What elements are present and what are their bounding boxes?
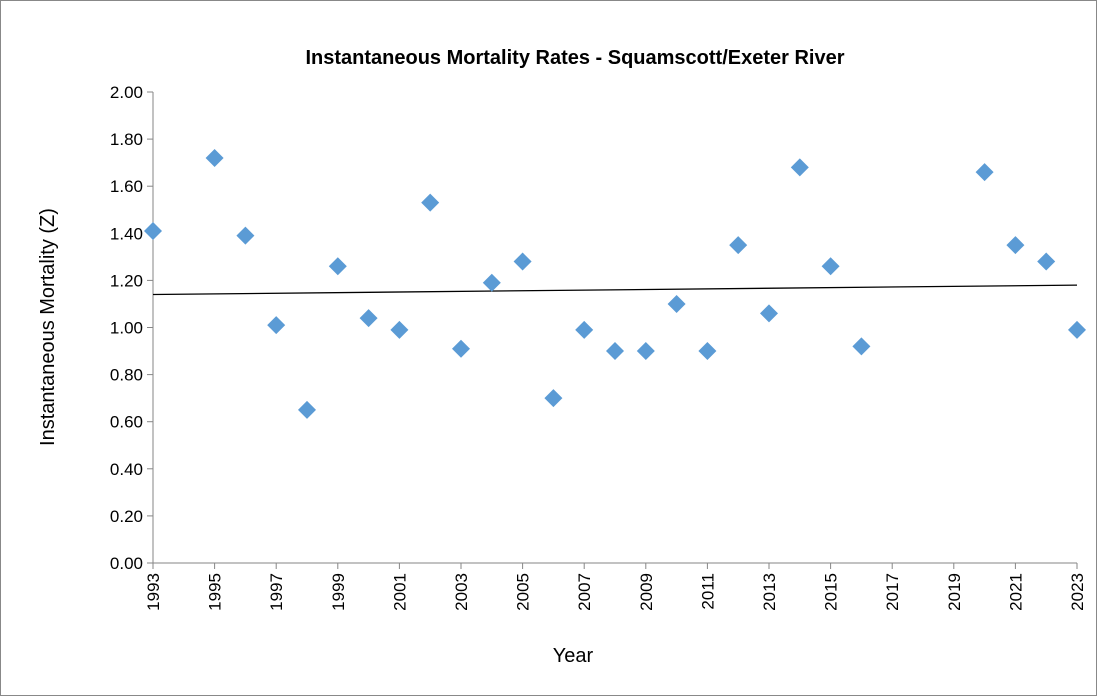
marker: [1006, 236, 1025, 255]
x-tick-label: 2011: [698, 573, 717, 610]
x-tick-label: 1995: [206, 573, 225, 611]
y-tick-label: 1.40: [110, 224, 143, 243]
y-tick-label: 2.00: [110, 83, 143, 102]
x-tick-label: 2003: [452, 573, 471, 611]
marker: [452, 339, 470, 358]
marker: [790, 158, 809, 177]
marker: [636, 342, 655, 361]
marker: [236, 226, 255, 245]
marker: [482, 273, 501, 292]
y-tick-label: 0.40: [110, 460, 143, 479]
y-tick-label: 1.20: [110, 271, 143, 290]
x-tick-label: 2007: [575, 573, 594, 611]
y-tick-label: 1.80: [110, 130, 143, 149]
marker: [1037, 252, 1056, 271]
marker: [390, 320, 409, 339]
x-tick-label: 2023: [1068, 573, 1087, 611]
marker: [821, 257, 840, 276]
marker: [421, 193, 440, 212]
y-tick-label: 1.60: [110, 177, 143, 196]
marker: [667, 294, 686, 313]
x-tick-label: 1993: [144, 573, 163, 611]
x-tick-label: 2001: [390, 573, 409, 611]
marker: [606, 342, 624, 361]
y-tick-label: 0.20: [110, 507, 143, 526]
y-tick-label: 1.00: [110, 319, 143, 338]
chart-title: Instantaneous Mortality Rates - Squamsco…: [305, 47, 844, 69]
marker: [729, 236, 748, 255]
x-tick-label: 2009: [637, 573, 656, 611]
x-tick-label: 1997: [267, 573, 286, 611]
marker: [1068, 320, 1086, 339]
marker: [205, 148, 224, 167]
y-axis-label: Instantaneous Mortality (Z): [37, 208, 59, 446]
x-tick-label: 2005: [514, 573, 533, 611]
marker: [513, 252, 532, 271]
x-tick-label: 2013: [760, 573, 779, 611]
trendline: [152, 284, 1078, 296]
x-tick-label: 1999: [329, 573, 348, 611]
marker: [544, 389, 563, 408]
marker: [975, 163, 994, 182]
y-tick-label: 0.00: [110, 554, 143, 573]
y-tick-label: 0.60: [110, 413, 143, 432]
marker: [698, 342, 717, 361]
marker: [328, 257, 347, 276]
x-tick-label: 2019: [945, 573, 964, 611]
x-tick-label: 2017: [883, 573, 902, 611]
x-axis-label: Year: [553, 645, 594, 667]
marker: [359, 309, 378, 328]
marker: [267, 316, 286, 335]
marker: [144, 221, 162, 240]
x-tick-label: 2021: [1006, 573, 1025, 611]
y-tick-label: 0.80: [110, 366, 143, 385]
x-tick-label: 2015: [822, 573, 841, 611]
marker: [575, 320, 594, 339]
marker: [760, 304, 778, 323]
marker: [298, 400, 316, 419]
marker: [852, 337, 871, 356]
